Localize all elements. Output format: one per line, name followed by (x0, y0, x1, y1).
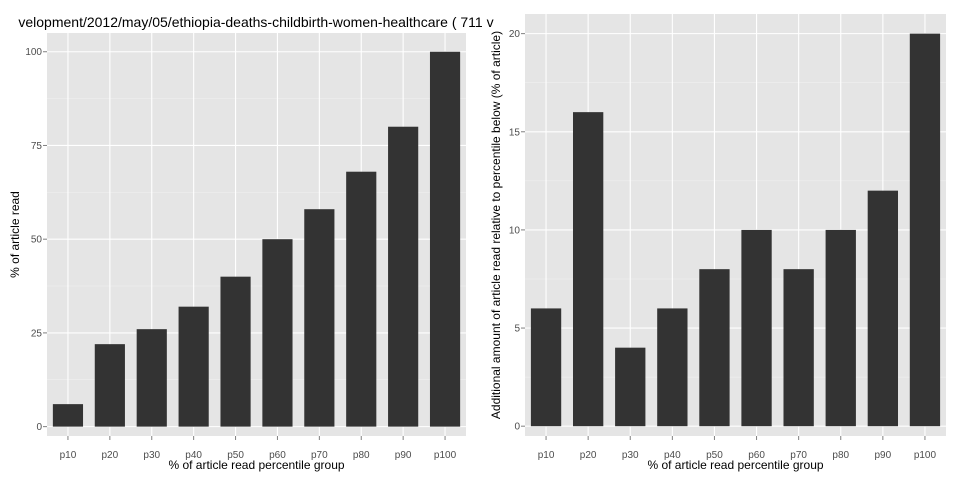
bar-p50 (699, 269, 730, 427)
x-tick-label: p60 (269, 450, 286, 461)
bar-p20 (94, 344, 125, 427)
bar-p100 (909, 33, 941, 427)
x-axis-title: % of article read percentile group (647, 458, 823, 472)
bar-p70 (783, 269, 814, 427)
bar-p50 (220, 276, 251, 427)
x-tick-label: p30 (622, 450, 639, 461)
y-tick-label: 25 (31, 328, 43, 339)
x-tick-label: p80 (832, 450, 849, 461)
y-tick-label: 0 (36, 422, 42, 433)
y-tick-label: 100 (25, 47, 42, 58)
x-tick-label: p70 (790, 450, 807, 461)
x-tick-label: p40 (185, 450, 202, 461)
y-tick-label: 15 (509, 127, 521, 138)
bar-p60 (741, 229, 772, 427)
bar-p30 (615, 347, 646, 427)
y-axis-title: Additional amount of article read relati… (489, 31, 503, 419)
chart-panel-1: 0 25 50 75 100 p10 p20 p30 p40 p50 p60 p70 p80 p90 p10… (8, 14, 494, 472)
x-tick-label: p20 (102, 450, 119, 461)
bar-p40 (178, 306, 209, 427)
y-tick-label: 50 (31, 235, 43, 246)
y-tick-label: 0 (514, 422, 520, 433)
x-tick-label: p80 (353, 450, 370, 461)
bar-p10 (530, 308, 562, 427)
x-tick-label: p70 (311, 450, 328, 461)
y-tick-label: 20 (509, 29, 521, 40)
bar-p10 (52, 404, 84, 427)
bar-p80 (825, 229, 856, 427)
bar-p100 (429, 51, 461, 427)
chart-title: velopment/2012/may/05/ethiopia-deaths-ch… (18, 14, 493, 30)
x-tick-label: p30 (143, 450, 160, 461)
bar-p30 (136, 329, 167, 427)
x-tick-label: p60 (748, 450, 765, 461)
x-tick-label: p20 (580, 450, 597, 461)
x-tick-label: p40 (664, 450, 681, 461)
bar-p70 (304, 209, 335, 427)
bar-p60 (262, 239, 293, 427)
x-tick-label: p90 (395, 450, 412, 461)
bar-p40 (657, 308, 688, 427)
x-tick-label: p100 (434, 450, 457, 461)
x-axis-title: % of article read percentile group (168, 458, 344, 472)
x-tick-label: p10 (538, 450, 555, 461)
y-tick-label: 5 (514, 324, 520, 335)
chart-panel-2: 0 5 10 15 20 p10 p20 p30 p40 p50 p60 p70 p80 p90 p100%… (489, 14, 946, 472)
bar-p20 (572, 112, 604, 427)
y-tick-label: 10 (509, 225, 521, 236)
x-tick-label: p90 (875, 450, 892, 461)
x-tick-label: p50 (227, 450, 244, 461)
bar-p90 (867, 190, 899, 427)
y-tick-label: 75 (31, 141, 43, 152)
bar-p80 (346, 171, 377, 427)
bar-p90 (388, 126, 419, 427)
x-tick-label: p50 (706, 450, 723, 461)
x-tick-label: p100 (914, 450, 937, 461)
x-tick-label: p10 (60, 450, 77, 461)
y-axis-title: % of article read (8, 191, 22, 278)
